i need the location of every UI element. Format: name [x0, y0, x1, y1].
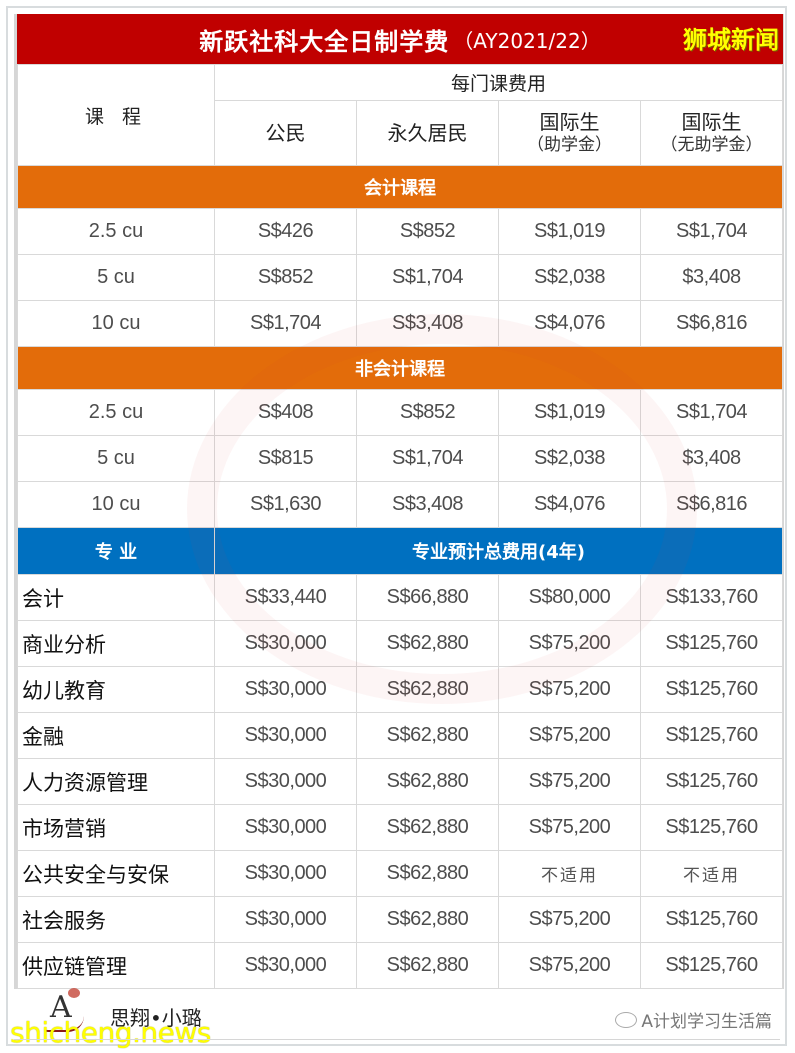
table-row: 2.5 cu S$408 S$852 S$1,019 S$1,704 — [17, 389, 784, 436]
table-row: 社会服务 S$30,000 S$62,880 S$75,200 S$125,76… — [17, 896, 784, 943]
major-column-header: 专 业 — [17, 527, 215, 575]
not-applicable-cell: 不适用 — [639, 850, 784, 897]
wechat-account-name: A计划学习生活篇 — [641, 1012, 772, 1032]
col-header-citizen: 公民 — [214, 100, 357, 166]
tuition-table: 新跃社科大全日制学费 （AY2021/22） 狮城新闻 课 程 每门课费用 公民… — [14, 14, 784, 989]
table-row: 会计 S$33,440 S$66,880 S$80,000 S$133,760 — [17, 574, 784, 621]
total-fee-header: 专业预计总费用(4年) — [213, 527, 784, 575]
table-row: 金融 S$30,000 S$62,880 S$75,200 S$125,760 — [17, 712, 784, 759]
table-row: 市场营销 S$30,000 S$62,880 S$75,200 S$125,76… — [17, 804, 784, 851]
title-bar: 新跃社科大全日制学费 （AY2021/22） 狮城新闻 — [17, 14, 783, 64]
table-row: 公共安全与安保 S$30,000 S$62,880 不适用 不适用 — [17, 850, 784, 897]
wechat-account: A计划学习生活篇 — [615, 1007, 772, 1032]
course-column-header: 课 程 — [17, 64, 215, 166]
not-applicable-cell: 不适用 — [498, 850, 641, 897]
col-header-pr: 永久居民 — [356, 100, 499, 166]
wechat-icon — [615, 1011, 638, 1028]
footer: A 思翔•小璐 shicheng.news A计划学习生活篇 — [10, 988, 780, 1049]
table-row: 幼儿教育 S$30,000 S$62,880 S$75,200 S$125,76… — [17, 666, 784, 713]
col-header-intl-grant: 国际生 （助学金） — [498, 100, 641, 166]
section-header-accounting: 会计课程 — [16, 165, 784, 209]
table-row: 2.5 cu S$426 S$852 S$1,019 S$1,704 — [17, 208, 784, 255]
swoosh-icon — [44, 1016, 84, 1032]
divider — [14, 1039, 780, 1040]
table-row: 人力资源管理 S$30,000 S$62,880 S$75,200 S$125,… — [17, 758, 784, 805]
table-row: 10 cu S$1,630 S$3,408 S$4,076 S$6,816 — [17, 481, 784, 528]
per-course-fee-header: 每门课费用 — [213, 64, 784, 101]
header-row: 课 程 每门课费用 — [17, 64, 784, 166]
table-row: 5 cu S$815 S$1,704 S$2,038 $3,408 — [17, 435, 784, 482]
table-title: 新跃社科大全日制学费 — [199, 27, 450, 56]
section-header-majors: 专 业 专业预计总费用(4年) — [17, 527, 784, 575]
table-row: 商业分析 S$30,000 S$62,880 S$75,200 S$125,76… — [17, 620, 784, 667]
site-watermark: shicheng.news — [10, 1016, 211, 1049]
author-logo: A — [42, 988, 92, 1038]
section-header-non-accounting: 非会计课程 — [16, 346, 784, 390]
col-header-intl-no-grant: 国际生 （无助学金） — [639, 100, 784, 166]
table-row: 10 cu S$1,704 S$3,408 S$4,076 S$6,816 — [17, 300, 784, 347]
fee-table: 课 程 每门课费用 公民 永久居民 国际生 （助学金） 国际生 （无助学金） 会计课… — [16, 64, 784, 989]
table-row: 5 cu S$852 S$1,704 S$2,038 $3,408 — [17, 254, 784, 301]
flower-icon — [68, 988, 80, 998]
table-row: 供应链管理 S$30,000 S$62,880 S$75,200 S$125,7… — [17, 942, 784, 989]
author-name: 思翔•小璐 — [110, 1006, 202, 1030]
brand-watermark: 狮城新闻 — [683, 26, 779, 54]
academic-year: （AY2021/22） — [453, 28, 601, 53]
